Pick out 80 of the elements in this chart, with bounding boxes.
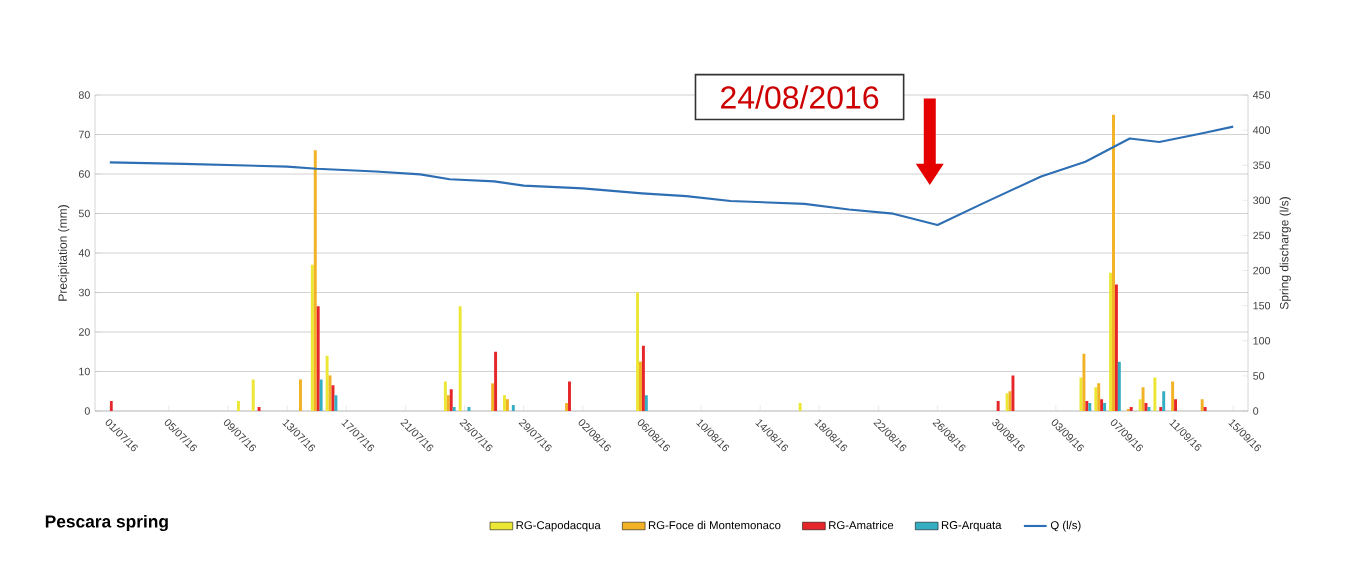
bar	[310, 264, 314, 411]
bar	[636, 292, 639, 411]
y-tick-label: 80	[78, 91, 90, 99]
bar	[511, 405, 515, 411]
legend-label: RG-Foce di Montemonaco	[648, 520, 781, 530]
y2-tick-label: 0	[1253, 407, 1259, 415]
bar	[251, 379, 255, 411]
bar	[798, 403, 802, 411]
y2-tick-label: 300	[1253, 196, 1271, 205]
y2-tick-label: 50	[1253, 372, 1265, 380]
bar	[1147, 407, 1151, 411]
bar	[1103, 403, 1107, 411]
y-tick-label: 20	[78, 328, 90, 336]
bar	[299, 379, 302, 411]
bar	[568, 381, 571, 411]
y-tick-label: 30	[78, 288, 90, 297]
bar	[316, 306, 320, 411]
bar	[452, 407, 456, 411]
bar	[1138, 399, 1142, 411]
y2-tick-label: 100	[1253, 337, 1271, 345]
y-tick-label: 40	[78, 249, 90, 257]
y2-tick-label: 350	[1253, 161, 1271, 169]
bar	[1200, 399, 1204, 411]
bar	[467, 407, 471, 411]
bar	[257, 407, 261, 411]
bar	[236, 401, 240, 411]
legend-label: RG-Capodacqua	[516, 520, 601, 532]
bar	[996, 401, 1000, 411]
bar	[1117, 361, 1121, 411]
bar	[565, 403, 569, 411]
bar	[494, 351, 498, 411]
bar	[641, 345, 645, 411]
bar	[1011, 375, 1015, 411]
bar	[1171, 381, 1175, 411]
bar	[458, 306, 462, 411]
bar	[449, 389, 453, 411]
y2-tick-label: 200	[1253, 266, 1271, 275]
bar	[1174, 399, 1178, 411]
bar	[491, 383, 495, 411]
bar	[503, 395, 506, 411]
y2-axis-title: Spring discharge (l/s)	[1279, 197, 1291, 310]
legend-label: RG-Amatrice	[829, 520, 894, 530]
text: Pescara spring	[45, 514, 168, 532]
y2-tick-label: 250	[1253, 231, 1271, 240]
bar	[1162, 391, 1166, 411]
bar	[325, 355, 329, 411]
y-tick-label: 60	[78, 170, 90, 178]
bar	[319, 379, 323, 411]
y2-tick-label: 450	[1252, 91, 1271, 99]
annotation: 24/08/2016	[721, 85, 879, 109]
bar	[1097, 383, 1101, 411]
bar	[1100, 399, 1104, 411]
bar	[639, 361, 642, 411]
bar	[109, 401, 113, 411]
y-tick-label: 50	[78, 209, 90, 218]
y-tick-label: 10	[79, 367, 90, 376]
bar	[644, 395, 648, 411]
y-tick-label: 0	[84, 407, 90, 415]
bar	[1114, 284, 1118, 411]
bar	[1203, 407, 1207, 411]
bar	[446, 395, 450, 411]
bar	[1082, 353, 1086, 411]
bar	[1141, 387, 1145, 411]
bar	[505, 399, 509, 411]
y2-tick-label: 150	[1253, 301, 1271, 310]
bar	[313, 150, 317, 411]
legend-label: Q (l/s)	[1050, 520, 1081, 532]
bar	[1109, 272, 1113, 411]
bar	[443, 381, 447, 411]
bar	[1159, 407, 1163, 411]
bar	[1153, 377, 1157, 411]
bar	[328, 375, 332, 411]
y2-tick-label: 400	[1252, 126, 1271, 134]
line-series	[108, 125, 1235, 226]
y-tick-label: 70	[78, 130, 90, 139]
legend-label: RG-Arquata	[941, 521, 1002, 532]
bar	[334, 395, 338, 411]
y-axis-title: Precipitation (mm)	[58, 205, 70, 301]
bar	[1112, 114, 1115, 411]
bar	[1094, 387, 1098, 411]
